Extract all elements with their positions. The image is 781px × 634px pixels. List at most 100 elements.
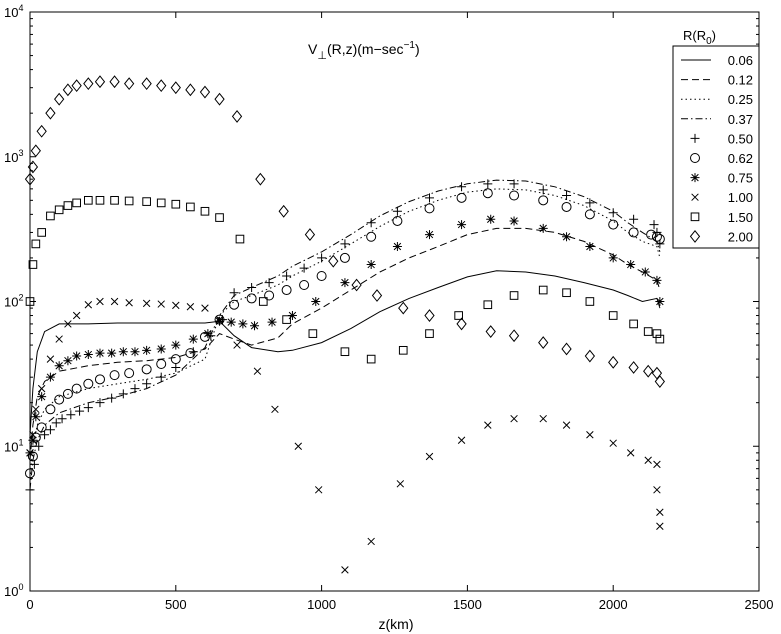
data-point — [299, 263, 309, 273]
data-point — [62, 388, 73, 399]
series-0.25 — [29, 188, 661, 479]
data-point — [585, 198, 595, 208]
legend-title-close: ) — [712, 28, 716, 43]
data-point — [341, 566, 349, 574]
data-point — [314, 486, 323, 494]
legend-entry: 0.50 — [690, 131, 753, 146]
data-point — [396, 480, 405, 488]
data-point — [229, 299, 240, 310]
data-point — [130, 384, 140, 394]
data-point — [339, 252, 350, 263]
data-point — [171, 362, 181, 372]
data-point — [247, 282, 257, 292]
data-point — [562, 288, 571, 298]
data-point — [185, 348, 196, 359]
data-point — [311, 297, 321, 306]
data-point — [456, 317, 467, 331]
data-point — [644, 456, 652, 465]
data-point — [656, 508, 664, 516]
legend-label: 0.62 — [728, 151, 753, 166]
data-point — [199, 85, 211, 99]
series-line — [29, 270, 661, 435]
data-point — [156, 198, 166, 208]
legend-entry: 1.00 — [691, 190, 753, 205]
data-point — [231, 109, 243, 123]
data-point — [186, 303, 195, 311]
data-point — [608, 219, 619, 230]
data-point — [28, 260, 38, 269]
data-point — [25, 297, 35, 306]
data-point — [54, 361, 64, 371]
data-point — [36, 124, 47, 138]
data-point — [561, 201, 572, 212]
series-0.06 — [29, 270, 661, 435]
chart-title-close: ) — [415, 41, 420, 57]
data-point — [294, 442, 303, 450]
data-point — [109, 370, 120, 381]
data-point — [562, 421, 571, 429]
data-point — [170, 354, 181, 365]
data-point — [94, 75, 106, 89]
data-point — [203, 329, 213, 339]
data-point — [608, 253, 618, 263]
data-point — [392, 241, 402, 251]
series-line — [29, 179, 661, 490]
data-point — [229, 288, 239, 298]
data-point — [238, 319, 248, 329]
data-point — [64, 320, 72, 328]
data-point — [66, 410, 76, 420]
data-point — [652, 275, 662, 285]
data-point — [95, 398, 105, 408]
data-point — [83, 195, 93, 205]
data-point — [486, 214, 496, 224]
data-point — [107, 393, 117, 403]
y-tick-label: 101 — [4, 437, 23, 454]
data-point — [45, 372, 55, 382]
data-point — [646, 229, 657, 240]
y-tick-label: 100 — [4, 582, 23, 599]
data-point — [94, 374, 105, 385]
x-axis: 0 500 1000 1500 2000 2500 — [26, 12, 773, 612]
data-point — [171, 199, 181, 209]
data-point — [83, 350, 93, 360]
data-point — [609, 439, 617, 447]
data-point — [156, 79, 167, 93]
legend-entry: 0.06 — [681, 53, 753, 68]
data-point — [271, 405, 279, 414]
data-point — [651, 231, 662, 242]
data-point — [584, 209, 595, 220]
legend-title: R(R0) — [683, 28, 716, 47]
data-point — [643, 364, 654, 378]
data-point — [483, 179, 493, 189]
data-point — [690, 173, 700, 183]
data-point — [27, 451, 38, 462]
data-point — [653, 486, 661, 494]
data-point — [308, 329, 318, 338]
data-point — [509, 291, 519, 300]
data-point — [215, 213, 224, 222]
data-point — [55, 335, 63, 343]
y-tick-label: 103 — [4, 148, 23, 165]
data-point — [484, 421, 492, 429]
data-point — [130, 347, 140, 357]
data-point — [215, 316, 225, 326]
data-point — [586, 431, 594, 439]
data-point — [72, 351, 82, 361]
data-point — [142, 379, 152, 389]
legend-entry: 0.12 — [681, 73, 753, 88]
data-point — [45, 106, 56, 120]
data-point — [156, 344, 166, 354]
data-point — [156, 372, 166, 382]
data-point — [110, 297, 119, 306]
plot-frame — [29, 11, 760, 592]
data-point — [54, 394, 65, 405]
data-point — [652, 329, 662, 338]
data-point — [171, 340, 181, 350]
data-point — [398, 345, 408, 355]
legend-label: 0.50 — [728, 131, 753, 146]
data-point — [32, 405, 40, 414]
data-point — [83, 403, 93, 413]
data-point — [651, 366, 663, 380]
series-line — [29, 188, 661, 479]
legend-label: 1.50 — [728, 210, 753, 225]
